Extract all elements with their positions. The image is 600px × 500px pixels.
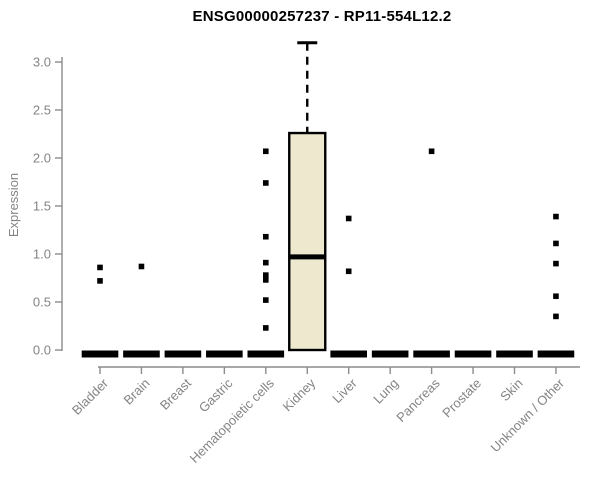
x-category-label-unknown-other: Unknown / Other [487, 375, 567, 455]
outlier-point-bladder [97, 264, 103, 271]
outlier-point-hematopoietic-cells [263, 259, 269, 266]
y-tick-label: 1.0 [33, 247, 51, 262]
x-category-label-gastric: Gastric [196, 375, 236, 415]
outlier-point-hematopoietic-cells [263, 233, 269, 240]
y-tick-label: 3.0 [33, 55, 51, 70]
outlier-point-brain [138, 263, 145, 270]
flat-box-prostate [454, 350, 492, 358]
flat-box-pancreas [413, 350, 450, 358]
flat-box-bladder [81, 350, 119, 358]
outlier-point-hematopoietic-cells [263, 180, 269, 186]
y-tick-label: 0.0 [33, 343, 51, 358]
outlier-point-bladder [97, 278, 103, 284]
y-tick-label: 0.5 [33, 295, 51, 310]
flat-box-lung [371, 350, 409, 358]
outlier-point-pancreas [428, 148, 435, 155]
x-category-label-bladder: Bladder [69, 375, 112, 418]
outlier-point-hematopoietic-cells [263, 148, 269, 155]
x-category-label-brain: Brain [120, 376, 152, 408]
x-category-label-kidney: Kidney [280, 375, 319, 414]
flat-box-hematopoietic-cells [247, 350, 285, 358]
outlier-point-unknown-other [553, 213, 559, 220]
flat-box-gastric [206, 350, 243, 358]
outlier-point-hematopoietic-cells [263, 325, 269, 331]
x-category-label-liver: Liver [329, 375, 360, 406]
y-tick-label: 2.5 [33, 103, 51, 118]
chart-title: ENSG00000257237 - RP11-554L12.2 [192, 8, 452, 25]
outlier-point-unknown-other [553, 240, 559, 247]
x-category-label-skin: Skin [497, 376, 525, 404]
flat-box-skin [496, 350, 533, 358]
x-category-label-lung: Lung [370, 376, 401, 407]
outlier-point-liver [345, 215, 352, 222]
y-tick-label: 2.0 [33, 151, 51, 166]
flat-box-unknown-other [537, 350, 575, 358]
outlier-point-liver [345, 268, 352, 275]
flat-box-breast [164, 350, 202, 358]
x-category-label-pancreas: Pancreas [393, 375, 443, 425]
median-line-kidney [289, 254, 326, 260]
x-category-label-prostate: Prostate [439, 376, 484, 421]
outlier-point-hematopoietic-cells [263, 277, 269, 283]
flat-box-liver [330, 350, 367, 358]
outlier-point-unknown-other [553, 313, 559, 320]
x-category-label-breast: Breast [157, 375, 194, 412]
outlier-point-unknown-other [553, 260, 559, 267]
y-tick-label: 1.5 [33, 199, 51, 214]
flat-box-brain [123, 350, 160, 358]
outlier-point-unknown-other [553, 293, 559, 300]
box-kidney [288, 131, 327, 352]
outlier-point-hematopoietic-cells [263, 272, 269, 278]
outlier-point-hematopoietic-cells [263, 297, 269, 303]
